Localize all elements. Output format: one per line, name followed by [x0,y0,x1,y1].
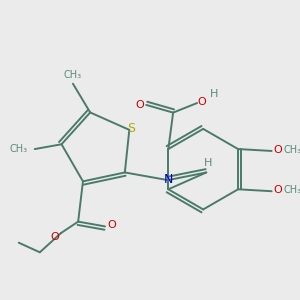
Text: H: H [210,89,218,99]
Text: H: H [204,158,212,168]
Text: CH₃: CH₃ [64,70,82,80]
Text: O: O [107,220,116,230]
Text: O: O [51,232,59,242]
Text: N: N [164,173,174,186]
Text: O: O [273,145,282,155]
Text: O: O [273,185,282,195]
Text: CH₃: CH₃ [284,185,300,195]
Text: S: S [127,122,135,135]
Text: CH₃: CH₃ [9,144,28,154]
Text: O: O [197,97,206,107]
Text: CH₃: CH₃ [284,145,300,155]
Text: O: O [135,100,144,110]
